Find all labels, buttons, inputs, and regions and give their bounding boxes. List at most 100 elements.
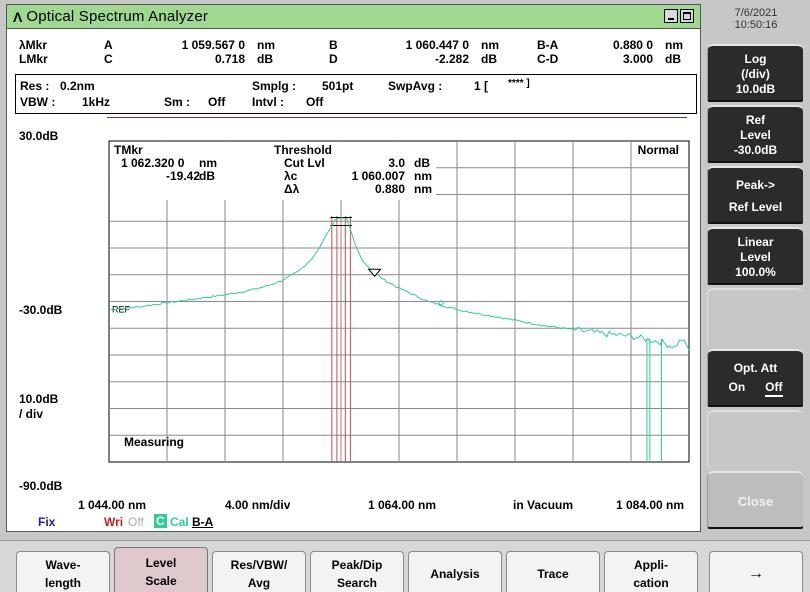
vbw-value: 1kHz [82,95,111,109]
sm-label: Sm : [164,95,191,109]
marker-b-unit: nm [481,38,499,52]
marker-a-unit: nm [257,38,275,52]
x-axis-start-label: 1 044.00 nm [78,498,147,512]
close-label: Close [737,493,774,509]
intvl-label: Intvl : [252,95,284,109]
softkey-linear-value: 100.0% [735,264,776,279]
softkey-linear-label: Linear [737,234,774,249]
tab-label: Search [336,576,378,590]
marker-ba-unit: nm [665,38,683,52]
marker-b-value: 1 060.447 0 [405,38,469,52]
lambda-mkr-label: λMkr [19,38,48,52]
tab-label: Scale [145,574,177,588]
tmkr-marker-icon [367,268,382,277]
softkey-ref-level[interactable]: Ref Level -30.0dB [707,105,803,163]
softkey-log-value: 10.0dB [735,81,776,96]
delta-lambda-unit: nm [414,182,432,196]
tmkr-level: -19.42 [166,169,200,183]
marker-d-value: -2.282 [434,52,469,66]
tab-analysis[interactable]: Analysis [408,551,502,592]
marker-cd-unit: dB [665,52,681,66]
lambda-c-label: λc [284,169,298,183]
x-axis-end-label: 1 084.00 nm [616,498,685,512]
marker-cd-label: C-D [537,52,559,66]
res-label: Res : [20,79,50,93]
ref-level-label: REF [112,305,131,315]
tab-trace[interactable]: Trace [506,551,600,592]
divider-line [107,117,687,118]
softkey-opt-att[interactable]: Opt. Att On Off [707,349,803,407]
threshold-label: Threshold [274,143,332,157]
marker-b-label: B [329,38,338,52]
measuring-status: Measuring [124,435,184,449]
swpavg-value: 1 [ [474,79,489,93]
tab-wavelength[interactable]: Wave- length [16,551,110,592]
smplg-value: 501pt [322,79,354,93]
title-bar: Λ Optical Spectrum Analyzer [7,5,700,29]
marker-ba-label: B-A [537,38,559,52]
opt-att-off: Off [765,380,783,397]
marker-a-label: A [104,38,113,52]
tab-label: Wave- [45,558,81,572]
calc-trace-button[interactable]: Cal [170,515,189,529]
y-axis-bottom-label: -90.0dB [19,479,63,493]
tmkr-wavelength: 1 062.320 0 [121,156,185,170]
tab-next-page[interactable]: → [709,551,803,592]
lambda-c-unit: nm [414,169,432,183]
main-window: Λ Optical Spectrum Analyzer λMkr LMkr A … [6,4,701,532]
softkey-ref-sub: Level [740,127,771,142]
write-trace-button[interactable]: Wri [104,515,124,529]
tab-peak-dip-search[interactable]: Peak/Dip Search [310,551,404,592]
softkey-log-label: Log [744,51,767,66]
delta-lambda-value: 0.880 [375,182,405,196]
intvl-value: Off [306,95,324,109]
softkey-peak-ref-level[interactable]: Peak-> Ref Level [707,166,803,224]
softkey-ref-label: Ref [745,112,766,127]
lmkr-label: LMkr [19,52,48,66]
cut-level-value: 3.0 [388,156,405,170]
softkey-linear-level[interactable]: Linear Level 100.0% [707,227,803,285]
softkey-peak-label: Peak-> [735,178,776,192]
marker-c-unit: dB [257,52,273,66]
tmkr-label: TMkr [114,143,143,157]
tab-res-vbw-avg[interactable]: Res/VBW/ Avg [212,551,306,592]
swpavg-progress: **** ] [508,78,530,89]
x-axis-div-label: 4.00 nm/div [225,498,291,512]
write-trace-state: Off [128,515,144,529]
cut-level-label: Cut Lvl [284,156,325,170]
softkey-empty-1 [707,288,803,346]
marker-ba-value: 0.880 0 [612,38,653,52]
sm-value: Off [208,95,226,109]
tmkr-level-unit: dB [199,169,215,183]
softkey-empty-2 [707,410,803,468]
maximize-button[interactable] [680,9,694,23]
tab-label: Trace [537,567,569,581]
window-title: Optical Spectrum Analyzer [26,8,209,25]
marker-a-value: 1 059.567 0 [181,38,245,52]
softkey-log-div[interactable]: Log (/div) 10.0dB [707,44,803,102]
softkey-linear-sub: Level [740,249,771,264]
close-softkey[interactable]: Close [707,471,803,529]
lambda-c-value: 1 060.007 [352,169,406,183]
lambda-icon: Λ [13,8,23,25]
fix-trace-button[interactable]: Fix [38,515,56,529]
tab-label: cation [633,576,669,590]
time-text: 10:50:16 [734,19,778,31]
tmkr-wavelength-unit: nm [199,156,217,170]
tab-application[interactable]: Appli- cation [604,551,698,592]
clock: 7/6/2021 10:50:16 [706,4,806,40]
tab-label: Analysis [430,567,480,581]
softkey-peak-sub: Ref Level [728,200,783,214]
softkey-ref-value: -30.0dB [733,142,778,157]
cut-level-unit: dB [414,156,430,170]
minimize-button[interactable] [664,9,678,23]
marker-c-value: 0.718 [214,52,245,66]
arrow-right-icon: → [748,565,764,582]
smplg-label: Smplg : [252,79,296,93]
tab-label: Res/VBW/ [230,558,288,572]
vbw-label: VBW : [20,95,56,109]
tab-label: Level [145,556,177,570]
tab-label: Peak/Dip [331,558,383,572]
tab-level-scale[interactable]: Level Scale [114,547,208,592]
